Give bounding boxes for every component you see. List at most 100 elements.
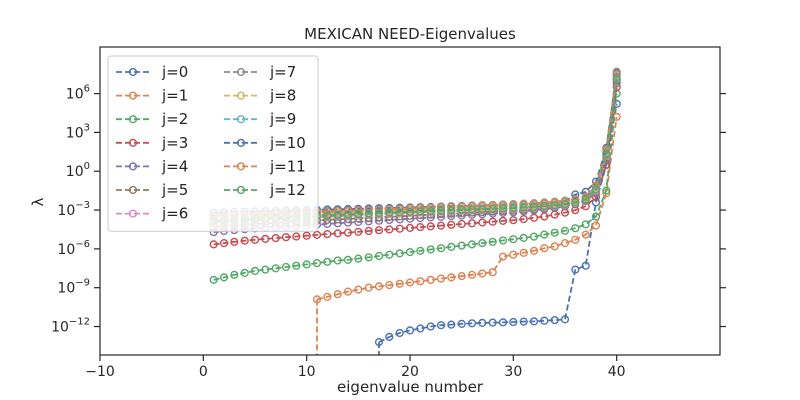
data-point: [261, 265, 270, 274]
data-point: [457, 219, 466, 229]
legend-label: j=5: [161, 181, 188, 199]
legend-label: j=1: [161, 87, 188, 105]
data-point: [571, 198, 580, 207]
data-point: [571, 235, 580, 244]
data-point: [467, 319, 477, 328]
data-point: [333, 256, 342, 265]
data-point: [478, 269, 487, 278]
legend-marker: [236, 91, 246, 100]
data-point: [209, 275, 218, 285]
data-point: [271, 234, 280, 243]
data-point: [385, 225, 394, 234]
data-point: [405, 207, 415, 217]
legend-entry: j=4: [116, 157, 188, 175]
data-point: [519, 317, 528, 326]
data-point: [374, 338, 384, 347]
data-point: [478, 218, 487, 227]
data-point: [385, 208, 394, 217]
data-point: [292, 232, 301, 241]
data-point: [405, 248, 415, 257]
data-point: [467, 240, 477, 249]
data-point: [416, 246, 425, 255]
data-point: [209, 240, 218, 249]
data-point: [250, 266, 260, 276]
data-point: [302, 231, 311, 240]
data-point: [436, 221, 446, 230]
data-point: [571, 224, 580, 233]
data-point: [478, 205, 487, 214]
data-point: [488, 318, 497, 327]
data-point: [581, 220, 590, 229]
legend-label: j=12: [269, 181, 306, 199]
data-point: [467, 202, 477, 211]
data-point: [436, 206, 446, 215]
data-point: [478, 318, 487, 328]
data-point: [560, 226, 570, 235]
data-point: [354, 210, 363, 219]
chart-title: MEXICAN NEED-Eigenvalues: [304, 25, 516, 43]
data-point: [457, 272, 466, 281]
legend-entry: j=7: [224, 63, 296, 81]
data-point: [519, 215, 528, 224]
data-point: [591, 212, 601, 221]
data-point: [488, 237, 497, 246]
y-tick-label: 10−3: [57, 200, 90, 219]
y-tick-label: 10−12: [51, 317, 90, 336]
data-point: [364, 283, 373, 292]
data-point: [581, 261, 590, 270]
data-point: [405, 326, 415, 335]
data-point: [447, 220, 456, 229]
y-tick-label: 106: [66, 84, 90, 103]
legend-marker: [128, 91, 138, 100]
data-point: [302, 260, 311, 269]
data-point: [498, 216, 508, 226]
data-point: [323, 211, 332, 220]
data-point: [312, 230, 322, 240]
data-point: [540, 230, 549, 239]
series-line: [213, 86, 618, 246]
legend-entry: j=9: [224, 110, 296, 128]
x-axis-label: eigenvalue number: [337, 378, 484, 396]
data-point: [323, 292, 332, 301]
legend-entry: j=1: [116, 87, 188, 105]
data-point: [447, 212, 456, 221]
data-point: [509, 235, 518, 244]
data-point: [550, 316, 559, 325]
data-point: [312, 259, 322, 268]
data-point: [323, 257, 332, 266]
data-point: [591, 198, 601, 207]
data-point: [478, 239, 487, 248]
series-j-2: [209, 89, 621, 285]
data-point: [416, 277, 425, 286]
data-point: [509, 317, 518, 327]
data-point: [529, 246, 539, 255]
data-point: [281, 233, 291, 242]
data-point: [374, 226, 384, 235]
legend-entry: j=12: [224, 181, 306, 199]
data-point: [447, 273, 456, 282]
data-point: [540, 244, 549, 253]
legend-entry: j=0: [116, 63, 188, 81]
y-tick-label: 10−9: [57, 278, 90, 297]
legend-entry: j=2: [116, 110, 188, 128]
x-tick-label: 10: [298, 364, 316, 380]
data-point: [447, 206, 456, 215]
data-point: [509, 203, 518, 213]
series-j-0: [374, 99, 621, 355]
data-point: [416, 207, 425, 216]
data-point: [467, 270, 477, 279]
data-point: [540, 198, 549, 208]
data-point: [230, 237, 239, 246]
data-point: [395, 328, 404, 338]
data-point: [426, 245, 435, 254]
data-point: [426, 275, 435, 285]
data-point: [271, 264, 280, 273]
legend-marker: [236, 185, 246, 195]
data-point: [488, 268, 497, 277]
y-tick-label: 103: [66, 122, 90, 141]
legend-entry: j=3: [116, 134, 188, 152]
data-point: [416, 324, 425, 333]
legend-marker: [128, 138, 138, 147]
data-point: [457, 241, 466, 250]
